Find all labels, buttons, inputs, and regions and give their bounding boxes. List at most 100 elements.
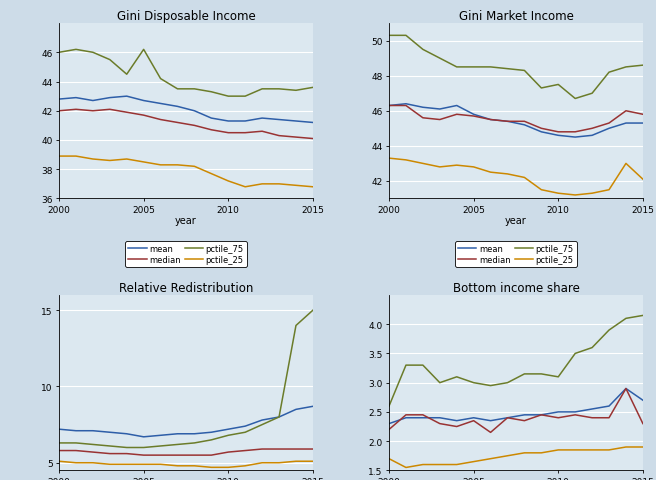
mean xyxy=(571,409,579,415)
pctile_25 xyxy=(571,192,579,198)
mean xyxy=(470,112,478,118)
pctile_75 xyxy=(588,345,596,351)
pctile_25 xyxy=(419,462,427,468)
mean xyxy=(554,133,562,139)
median xyxy=(207,452,215,458)
pctile_25 xyxy=(436,462,443,468)
pctile_75 xyxy=(106,58,113,63)
pctile_25 xyxy=(504,172,512,178)
median xyxy=(275,446,283,452)
pctile_25 xyxy=(241,463,249,468)
Line: pctile_25: pctile_25 xyxy=(59,461,313,468)
median xyxy=(174,452,182,458)
pctile_25 xyxy=(224,465,232,470)
mean xyxy=(520,412,528,418)
pctile_75 xyxy=(157,76,165,82)
pctile_75 xyxy=(436,56,443,62)
median xyxy=(470,114,478,120)
pctile_75 xyxy=(385,34,393,39)
mean xyxy=(487,118,495,123)
mean xyxy=(106,430,113,435)
pctile_25 xyxy=(106,158,113,164)
pctile_25 xyxy=(309,184,317,190)
median xyxy=(520,418,528,424)
pctile_75 xyxy=(639,63,647,69)
median xyxy=(123,110,131,116)
mean xyxy=(224,426,232,432)
pctile_75 xyxy=(55,440,63,446)
Legend: mean, median, pctile_75, pctile_25: mean, median, pctile_75, pctile_25 xyxy=(125,242,247,267)
pctile_75 xyxy=(258,87,266,93)
mean xyxy=(241,423,249,429)
pctile_25 xyxy=(224,179,232,184)
pctile_25 xyxy=(207,171,215,177)
pctile_25 xyxy=(207,465,215,470)
mean xyxy=(258,116,266,122)
mean xyxy=(123,94,131,100)
mean xyxy=(292,407,300,412)
median xyxy=(224,449,232,455)
pctile_25 xyxy=(89,460,97,466)
median xyxy=(106,451,113,456)
pctile_75 xyxy=(436,380,443,386)
pctile_75 xyxy=(106,443,113,449)
Line: median: median xyxy=(59,449,313,455)
mean xyxy=(436,107,443,113)
pctile_25 xyxy=(258,181,266,187)
pctile_25 xyxy=(241,184,249,190)
pctile_75 xyxy=(309,308,317,313)
mean xyxy=(622,386,630,392)
Line: mean: mean xyxy=(389,389,643,424)
mean xyxy=(470,415,478,421)
median xyxy=(554,415,562,421)
pctile_25 xyxy=(639,177,647,183)
pctile_75 xyxy=(241,430,249,435)
mean xyxy=(275,414,283,420)
mean xyxy=(385,421,393,427)
mean xyxy=(605,126,613,132)
pctile_25 xyxy=(402,157,410,163)
mean xyxy=(639,121,647,127)
mean xyxy=(140,434,148,440)
pctile_25 xyxy=(639,444,647,450)
median xyxy=(639,421,647,427)
pctile_75 xyxy=(402,34,410,39)
mean xyxy=(207,116,215,122)
pctile_25 xyxy=(402,465,410,470)
pctile_75 xyxy=(504,380,512,386)
pctile_75 xyxy=(72,440,80,446)
pctile_75 xyxy=(55,50,63,56)
median xyxy=(588,415,596,421)
mean xyxy=(72,96,80,101)
median xyxy=(241,448,249,454)
Line: pctile_25: pctile_25 xyxy=(389,447,643,468)
pctile_75 xyxy=(639,313,647,319)
mean xyxy=(402,415,410,421)
median xyxy=(487,430,495,435)
median xyxy=(106,107,113,113)
median xyxy=(140,452,148,458)
pctile_25 xyxy=(470,165,478,170)
mean xyxy=(487,418,495,424)
mean xyxy=(275,118,283,123)
pctile_25 xyxy=(140,461,148,467)
pctile_25 xyxy=(106,461,113,467)
pctile_75 xyxy=(258,422,266,428)
pctile_75 xyxy=(588,91,596,97)
median xyxy=(89,108,97,114)
median xyxy=(89,449,97,455)
median xyxy=(622,108,630,114)
pctile_75 xyxy=(453,65,461,71)
pctile_75 xyxy=(470,380,478,386)
mean xyxy=(520,123,528,129)
pctile_25 xyxy=(571,447,579,453)
pctile_75 xyxy=(140,48,148,53)
mean xyxy=(622,121,630,127)
Line: pctile_75: pctile_75 xyxy=(389,316,643,406)
pctile_75 xyxy=(520,371,528,377)
pctile_75 xyxy=(292,323,300,329)
median xyxy=(487,118,495,123)
pctile_25 xyxy=(554,447,562,453)
pctile_75 xyxy=(207,90,215,96)
pctile_25 xyxy=(385,456,393,462)
